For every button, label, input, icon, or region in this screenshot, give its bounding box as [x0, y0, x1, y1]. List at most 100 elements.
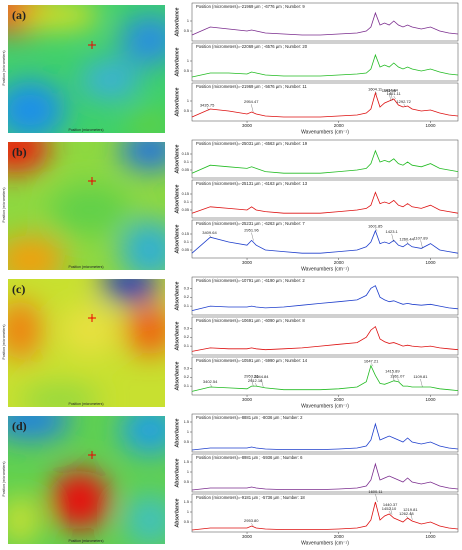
panel-label: (a) [12, 8, 26, 22]
map-x-label: Position (micrometers) [68, 128, 103, 132]
plot-frame [191, 42, 459, 82]
spectrum-line [191, 53, 459, 78]
spectrum-name: Position (micrometers)=-10691 µm ; -6090… [196, 318, 305, 323]
y-tick-label: 0.2 [184, 375, 189, 379]
map-y-label: Position (micrometers) [2, 461, 6, 496]
y-tick-label: 0.2 [184, 335, 189, 339]
x-tick-label: 3000 [242, 123, 253, 128]
x-tick-label: 1000 [425, 260, 436, 265]
spectrum-line [191, 149, 459, 174]
plot-frame [191, 453, 459, 493]
x-label: Wavenumbers (cm⁻¹) [301, 540, 349, 546]
y-label: Absorbance [174, 281, 180, 311]
y-label: Absorbance [174, 87, 180, 117]
y-tick-label: 0.5 [184, 520, 189, 524]
plot-frame [191, 179, 459, 219]
peak-tick [388, 93, 392, 102]
peak-tick [251, 104, 254, 113]
spectrum-line [191, 11, 459, 36]
map-x-label: Position (micrometers) [68, 539, 103, 543]
peak-label: 1107.89 [414, 235, 429, 240]
panel-label: (b) [12, 145, 27, 159]
y-tick-label: 0.05 [182, 208, 189, 212]
y-tick-label: 0.1 [184, 240, 189, 244]
x-tick-label: 1000 [425, 397, 436, 402]
spectrum-name: Position (micrometers)=-25131 µm ; -6163… [196, 181, 308, 186]
y-label: Absorbance [174, 418, 180, 448]
peak-tick [206, 107, 210, 111]
x-label: Wavenumbers (cm⁻¹) [301, 266, 349, 272]
plot-frame [191, 219, 459, 259]
map-y-label: Position (micrometers) [2, 50, 6, 85]
peak-tick [251, 232, 254, 241]
peak-label: 1109.81 [413, 374, 428, 379]
y-tick-label: 0.1 [184, 304, 189, 308]
y-tick-label: 0.15 [182, 232, 189, 236]
spectrum-name: Position (micrometers)=-25031 µm ; -6563… [196, 141, 308, 146]
y-tick-label: 1 [187, 510, 189, 514]
marker [88, 451, 96, 459]
peak-label: 1601.85 [368, 223, 383, 228]
y-tick-label: 0.3 [184, 326, 189, 330]
peak-label: 1600.11 [368, 489, 383, 494]
y-tick-label: 0.1 [184, 344, 189, 348]
y-tick-label: 0.2 [184, 295, 189, 299]
y-label: Absorbance [174, 458, 180, 488]
peak-label: 1262.48 [399, 511, 414, 516]
x-tick-label: 3000 [242, 397, 253, 402]
peak-label: 1260.44 [399, 236, 414, 241]
peak-tick [209, 234, 212, 239]
y-tick-label: 1 [187, 19, 189, 23]
plot-frame [191, 139, 459, 179]
spectrum-line [191, 325, 459, 352]
peak-label: 1401.11 [387, 91, 402, 96]
peak-tick [375, 494, 378, 503]
spectrum-line [191, 501, 459, 531]
x-tick-label: 1000 [425, 534, 436, 539]
spectrum-name: Position (micrometers)=-8981 µm ; -5936 … [196, 455, 303, 460]
y-tick-label: 1 [187, 430, 189, 434]
y-tick-label: 0.05 [182, 248, 189, 252]
y-tick-label: 0.05 [182, 168, 189, 172]
y-tick-label: 1.5 [184, 420, 189, 424]
y-label: Absorbance [174, 224, 180, 254]
peak-tick [392, 373, 395, 382]
peak-tick [393, 95, 396, 100]
peak-tick [209, 383, 213, 388]
peak-label: 2912.16 [248, 378, 263, 383]
peak-tick [406, 241, 409, 245]
y-tick-label: 1 [187, 59, 189, 63]
plot-frame [191, 82, 459, 122]
peak-label: 1219.81 [403, 507, 418, 512]
peak-label: 1604.11 [368, 86, 383, 91]
y-tick-label: 0.1 [184, 160, 189, 164]
peak-label: 1415.89 [385, 368, 400, 373]
x-tick-label: 2000 [334, 123, 345, 128]
heatmap [8, 5, 165, 133]
peak-label: 1451.96 [382, 88, 397, 93]
y-tick-label: 0.5 [184, 480, 189, 484]
x-tick-label: 2000 [334, 260, 345, 265]
plot-frame [191, 493, 459, 533]
peak-label: 2953.80 [244, 518, 259, 523]
y-tick-label: 0.5 [184, 29, 189, 33]
y-label: Absorbance [174, 361, 180, 391]
peak-label: 1361.07 [390, 374, 405, 379]
peak-tick [420, 240, 423, 249]
y-tick-label: 0.5 [184, 440, 189, 444]
peak-tick [406, 515, 409, 520]
peak-tick [261, 379, 264, 388]
x-tick-label: 3000 [242, 260, 253, 265]
plot-frame [191, 316, 459, 356]
peak-label: 1452.10 [382, 506, 397, 511]
panel-label: (c) [12, 282, 25, 296]
y-tick-label: 1.5 [184, 500, 189, 504]
peak-label: 2951.96 [244, 228, 259, 233]
plot-frame [191, 356, 459, 396]
x-tick-label: 2000 [334, 397, 345, 402]
y-tick-label: 0.3 [184, 366, 189, 370]
peak-label: 3402.54 [203, 379, 218, 384]
spectrum-name: Position (micrometers)=-10791 µm ; -6190… [196, 278, 305, 283]
y-tick-label: 0.3 [184, 286, 189, 290]
spectrum-name: Position (micrometers)=-21969 µm ; -5676… [196, 84, 307, 89]
